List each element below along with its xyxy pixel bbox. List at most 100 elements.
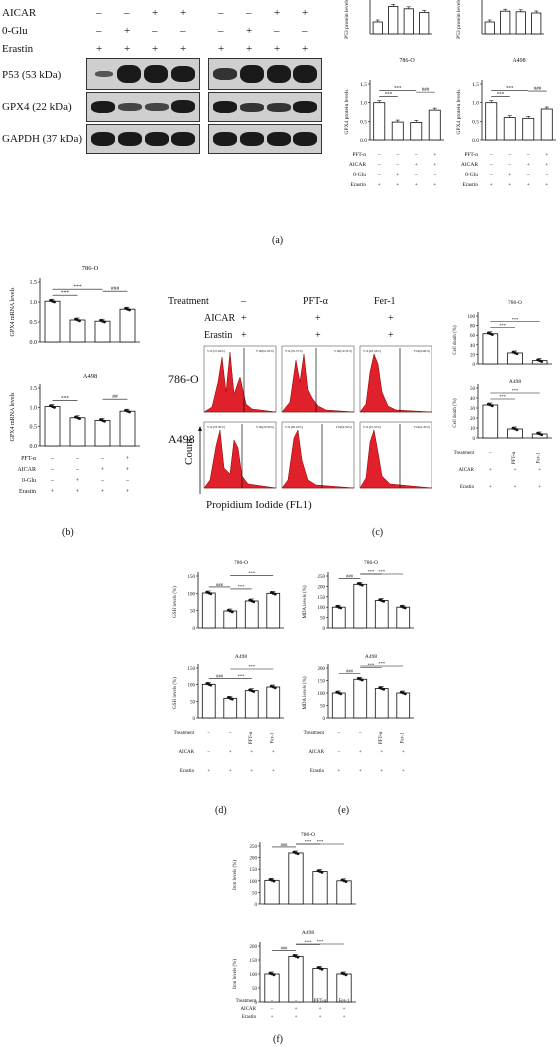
flow-col-aicar: +	[315, 313, 321, 324]
y-axis-label: P53 protein levels	[456, 0, 462, 39]
flow-histogram	[359, 429, 432, 489]
condition-sign: +	[508, 172, 511, 178]
flow-y-arrowhead	[198, 426, 202, 431]
bar	[288, 955, 304, 1003]
chart-title: 786-O	[82, 265, 99, 272]
condition-sign: –	[100, 456, 105, 462]
bar	[69, 417, 86, 447]
condition-sign: Fer-1	[400, 732, 405, 743]
data-point	[403, 606, 407, 610]
bar	[482, 404, 499, 439]
flow-histogram-plot: V1L(90.44%) V1R(9.56%)	[281, 421, 355, 489]
y-tick-label: 80	[470, 325, 476, 330]
y-tick-label: 50	[252, 987, 258, 992]
chart-title: 786-O	[234, 560, 248, 566]
y-tick-label: 40	[470, 344, 476, 349]
condition-sign: +	[402, 769, 405, 774]
wb-sign: +	[274, 7, 281, 19]
flow-col-aicar: +	[241, 313, 247, 324]
condition-sign: –	[526, 152, 530, 158]
condition-sign: +	[126, 467, 130, 473]
flow-gate-right: V1R(6.60%)	[414, 349, 430, 353]
wb-sign: –	[96, 25, 102, 37]
bar	[201, 592, 216, 629]
data-point	[252, 690, 256, 693]
flow-gate-right: V1R(2.45%)	[414, 425, 430, 429]
y-axis-label: GSH levels (%)	[173, 677, 178, 709]
y-tick-label: 250	[318, 575, 326, 580]
data-point	[540, 433, 544, 437]
y-tick-label: 0	[323, 717, 326, 722]
condition-sign: –	[507, 162, 511, 168]
chart-title: A498	[83, 373, 97, 380]
condition-label: Treatment	[454, 451, 475, 456]
data-point	[320, 870, 324, 874]
condition-label: Treatment	[174, 731, 195, 736]
y-axis-label: GSH levels (%)	[173, 586, 178, 618]
data-point	[490, 333, 494, 336]
condition-label: Treatment	[236, 999, 257, 1004]
y-tick-label: 200	[250, 857, 258, 862]
y-tick-label: 250	[250, 845, 258, 850]
y-axis-label: GPX4 protein levels	[456, 90, 462, 135]
flow-gate-left: V1L(37.94%)	[207, 349, 225, 353]
wb-sign: –	[302, 25, 308, 37]
chart-celldeath-a498: A498 0 10 20 30 40 50 Cell death (%) *** *** Treat…	[453, 379, 552, 490]
bar	[540, 108, 553, 141]
data-point	[128, 410, 131, 414]
data-point	[209, 683, 213, 687]
bar	[485, 102, 498, 141]
condition-sign: +	[359, 750, 362, 755]
wb-sign: –	[218, 25, 224, 37]
flow-gate-left: V1L(90.44%)	[285, 425, 303, 429]
wb-sign: +	[180, 7, 187, 19]
bar	[336, 880, 352, 905]
chart-gsh-a498: A498 0 50 100 150 GSH levels (%) ### ****** Trea…	[173, 654, 284, 774]
data-point	[252, 600, 256, 604]
condition-sign: +	[433, 182, 436, 188]
data-point	[296, 852, 300, 856]
y-tick-label: 1.0	[360, 101, 367, 107]
wb-sign: –	[152, 25, 158, 37]
y-tick-label: 50	[320, 617, 326, 622]
data-point	[273, 686, 277, 690]
y-tick-label: 0.5	[30, 425, 38, 431]
chart-gsh-786: 786-O 0 50 100 150 GSH levels (%) ### *** ***	[173, 560, 284, 632]
condition-sign: +	[76, 478, 80, 484]
condition-sign: –	[207, 731, 211, 736]
condition-sign: +	[126, 489, 130, 495]
y-tick-label: 1.0	[472, 101, 479, 107]
flow-histogram-plot: V1L(76.37%) V1R(19.53%)	[281, 345, 355, 413]
bar	[374, 688, 389, 719]
wb-sign: –	[180, 25, 186, 37]
y-axis-label: GPX4 protein levels	[344, 90, 350, 135]
data-point	[272, 973, 276, 977]
condition-sign: –	[100, 478, 105, 484]
data-point	[515, 352, 519, 356]
data-point	[230, 697, 234, 701]
significance-label: ***	[317, 839, 325, 844]
blot-p53-786	[86, 58, 200, 90]
bar	[94, 320, 111, 343]
flow-cell-line-label: A498	[168, 432, 195, 446]
y-tick-label: 0	[255, 1001, 258, 1006]
data-point	[515, 428, 519, 432]
flow-gate-right: V1R(20.56%)	[256, 425, 274, 429]
condition-sign: +	[229, 750, 232, 755]
condition-sign: +	[433, 152, 436, 158]
wb-band-label: P53 (53 kDa)	[2, 69, 62, 81]
y-tick-label: 200	[318, 585, 326, 590]
data-point	[53, 405, 56, 409]
flow-histograms: V1L(37.94%) V1R(61.93%) V1L(76.37%) V1R(19.…	[198, 345, 432, 494]
bar	[372, 21, 383, 35]
y-axis-label: GPX4 mRNA levels	[10, 287, 16, 337]
y-tick-label: 1.5	[360, 82, 367, 88]
condition-label: AICAR	[349, 162, 366, 168]
significance-label: ***	[368, 662, 376, 667]
condition-label: 0-Glu	[353, 172, 366, 178]
wb-sign: –	[96, 7, 102, 19]
y-axis-label: MDA levels (%)	[303, 585, 308, 618]
condition-sign: +	[489, 485, 492, 490]
bar	[312, 968, 328, 1003]
condition-sign: –	[125, 478, 130, 484]
